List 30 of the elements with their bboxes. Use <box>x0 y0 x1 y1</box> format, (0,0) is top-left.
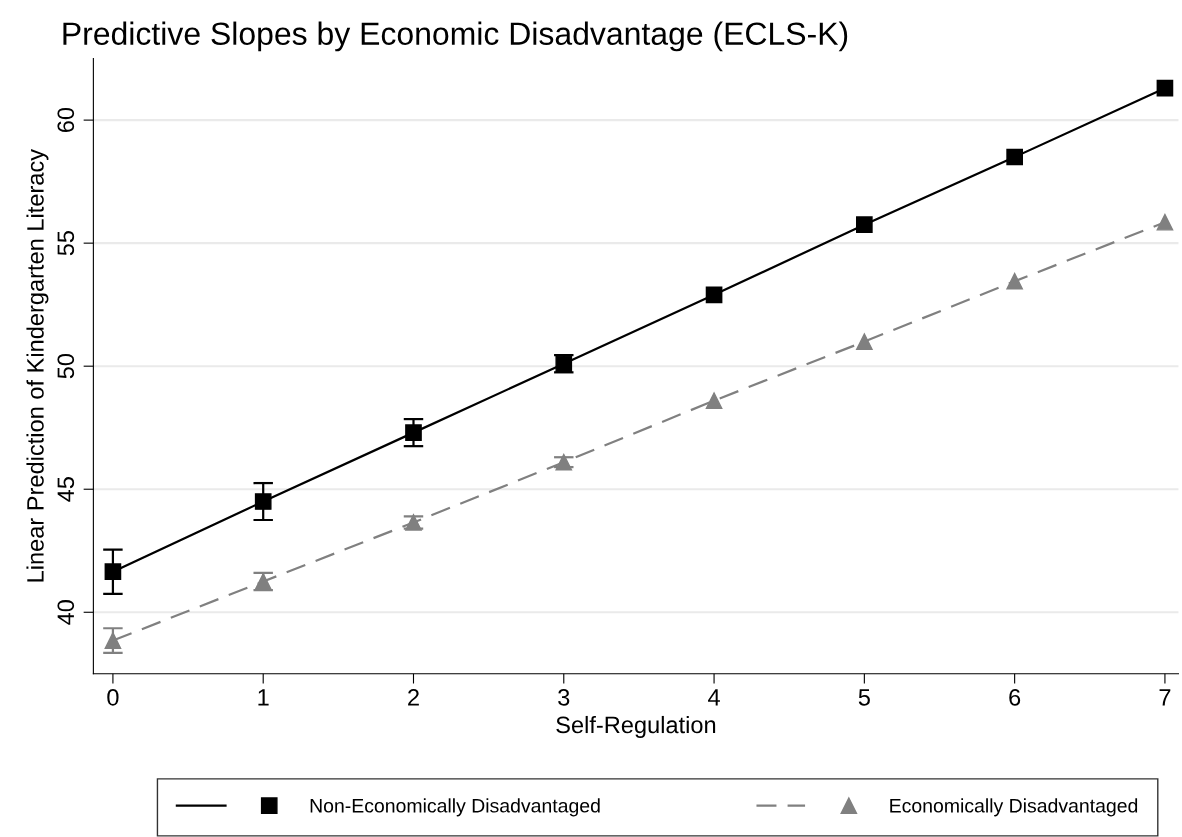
point <box>705 286 723 304</box>
y-tick-label: 40 <box>57 600 75 625</box>
point <box>104 563 122 580</box>
y-tick-label: 50 <box>57 353 75 379</box>
point <box>1156 213 1174 231</box>
x-tick-label: 4 <box>708 689 720 706</box>
y-tick-label: 55 <box>57 231 75 256</box>
y-tick-label: 45 <box>57 477 75 502</box>
x-tick-label: 6 <box>1009 688 1021 706</box>
y-axis-title: Linear Prediction of Kindergarten Literacy <box>26 149 49 582</box>
y-tick-label: 60 <box>57 107 75 133</box>
point <box>104 632 122 649</box>
legend-label: Economically Disadvantaged <box>890 798 1138 817</box>
point <box>254 493 272 510</box>
point <box>1006 148 1023 166</box>
point <box>1156 79 1174 97</box>
point <box>1006 272 1023 290</box>
x-tick-label: 7 <box>1159 689 1171 706</box>
x-axis-title: Self-Regulation <box>556 715 716 738</box>
x-tick-label: 3 <box>558 688 570 706</box>
x-tick-label: 5 <box>858 689 870 706</box>
x-tick-label: 0 <box>107 688 119 706</box>
point <box>856 216 873 234</box>
point <box>405 424 422 441</box>
chart-title: Predictive Slopes by Economic Disadvantage (ECLS-K) <box>63 21 848 52</box>
point <box>856 333 873 350</box>
point <box>705 392 723 409</box>
legend-label: Non-Economically Disadvantaged <box>310 798 600 817</box>
x-tick-label: 1 <box>258 689 269 706</box>
x-tick-label: 2 <box>408 688 419 706</box>
